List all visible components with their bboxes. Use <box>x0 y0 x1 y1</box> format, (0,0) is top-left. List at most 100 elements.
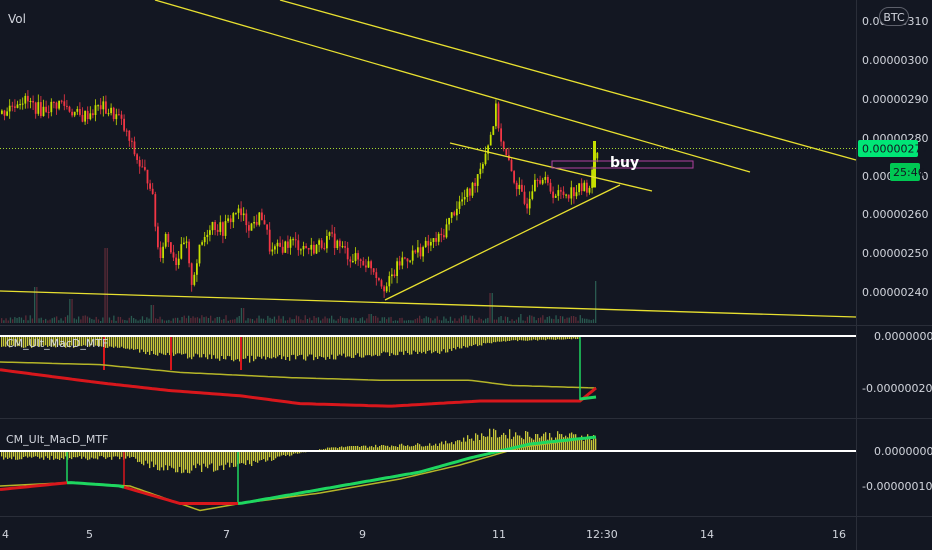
currency-badge[interactable]: BTC <box>879 7 909 26</box>
macd1-histogram-bar <box>49 336 51 346</box>
macd2-histogram-bar <box>591 440 593 451</box>
macd1-histogram-bar <box>537 336 539 341</box>
time-axis[interactable]: 4 5 7 9 11 12:30 14 16 <box>2 528 846 541</box>
volume-bar <box>276 319 278 323</box>
macd2-histogram-bar <box>433 445 435 451</box>
descending-trendline-outer[interactable] <box>279 0 857 161</box>
macd1-histogram-bar <box>203 336 205 355</box>
candle-body <box>432 238 435 242</box>
macd2-histogram-bar <box>439 443 441 451</box>
volume-bar <box>474 318 476 323</box>
candle-body <box>144 167 146 170</box>
volume-bar <box>520 314 522 323</box>
macd2-histogram-bar <box>587 434 589 451</box>
macd2-histogram-bar <box>343 447 345 451</box>
volume-bar <box>258 315 260 323</box>
macd2-histogram-bar <box>227 451 229 463</box>
volume-bar <box>533 316 535 323</box>
macd2-histogram-bar <box>379 446 381 451</box>
candle-body <box>505 148 508 156</box>
volume-bar <box>238 316 240 323</box>
macd1-histogram-bar <box>73 336 75 348</box>
volume-bar <box>179 320 181 323</box>
trendlines[interactable] <box>0 0 857 318</box>
volume-bar <box>254 320 256 323</box>
macd1-histogram-bar <box>303 336 305 360</box>
candle-body <box>583 182 586 192</box>
macd2-histogram-bar <box>135 451 137 459</box>
volume-bar <box>188 315 190 323</box>
macd2-histogram-bar <box>345 446 347 451</box>
candle-body <box>79 109 81 115</box>
volume-bar <box>64 316 67 323</box>
macd1-histogram-bar <box>509 336 511 341</box>
candle-body <box>492 126 495 135</box>
candle-body <box>318 240 320 245</box>
macd1-histogram-bar <box>293 336 295 355</box>
macd2-histogram-bar <box>567 437 569 451</box>
macd1-histogram-bar <box>345 336 347 358</box>
volume-bar <box>449 316 452 323</box>
buy-zone-box[interactable] <box>551 160 694 169</box>
volume-bar <box>104 248 106 323</box>
macd1-histogram-bar <box>263 336 265 357</box>
candle-body <box>203 237 206 243</box>
volume-bar <box>62 320 64 323</box>
macd1-histogram-bar <box>473 336 475 345</box>
volume-bar <box>155 318 157 323</box>
macd1-pane[interactable] <box>0 336 597 408</box>
macd1-histogram-bar <box>27 336 29 346</box>
candle-body <box>128 130 131 141</box>
volume-bar <box>410 320 412 323</box>
macd1-histogram-bar <box>519 336 521 340</box>
macd1-histogram-bar <box>329 336 331 359</box>
price-tick: 0.00000240 <box>862 286 928 299</box>
macd1-histogram-bar <box>469 336 471 346</box>
macd1-histogram-bar <box>539 336 541 340</box>
macd1-histogram-bar <box>115 336 117 347</box>
candle-body <box>89 113 92 120</box>
volume-bar <box>425 316 427 323</box>
volume-bar <box>265 320 267 323</box>
macd1-histogram-bar <box>573 336 575 339</box>
macd1-histogram-bar <box>471 336 473 347</box>
macd2-histogram-bar <box>293 451 295 454</box>
volume-bar <box>370 314 372 323</box>
volume-bar <box>313 316 315 323</box>
candle-body <box>258 212 261 225</box>
macd2-histogram-bar <box>493 428 495 451</box>
macd2-histogram-bar <box>505 434 507 451</box>
volume-bar <box>53 317 56 323</box>
triangle-lower-line[interactable] <box>384 184 621 301</box>
macd1-histogram-bar <box>435 336 437 352</box>
macd2-pane[interactable] <box>0 428 597 512</box>
macd2-histogram-bar <box>463 437 465 451</box>
macd2-histogram-bar <box>329 447 331 451</box>
macd1-histogram-bar <box>169 336 171 356</box>
macd1-histogram-bar <box>527 336 529 341</box>
triangle-upper-line[interactable] <box>449 142 653 192</box>
volume-bar <box>124 320 126 323</box>
macd2-histogram-bar <box>247 451 249 461</box>
volume-bar <box>502 320 504 323</box>
macd2-histogram-bar <box>163 451 165 471</box>
candle-body <box>53 101 55 103</box>
macd1-histogram-bar <box>395 336 397 356</box>
macd1-histogram-bar <box>47 336 49 347</box>
macd1-histogram-bar <box>305 336 307 361</box>
macd1-histogram-bar <box>213 336 215 356</box>
support-line[interactable] <box>0 290 857 318</box>
macd1-histogram-bar <box>13 336 15 346</box>
macd2-histogram-bar <box>547 439 549 451</box>
candle-body <box>164 234 167 247</box>
macd1-histogram-bar <box>109 336 111 347</box>
macd2-histogram-bar <box>133 451 135 457</box>
candle-body <box>526 203 528 209</box>
macd2-histogram-bar <box>239 451 241 464</box>
macd1-histogram-bar <box>37 336 39 346</box>
macd1-histogram-bar <box>501 336 503 342</box>
candle-body <box>42 106 45 116</box>
volume-bar <box>361 317 364 323</box>
descending-trendline-inner[interactable] <box>154 0 751 173</box>
